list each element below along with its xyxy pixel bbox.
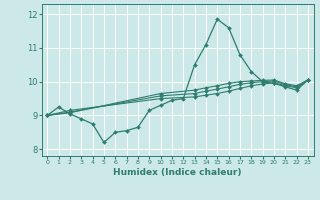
- X-axis label: Humidex (Indice chaleur): Humidex (Indice chaleur): [113, 168, 242, 177]
